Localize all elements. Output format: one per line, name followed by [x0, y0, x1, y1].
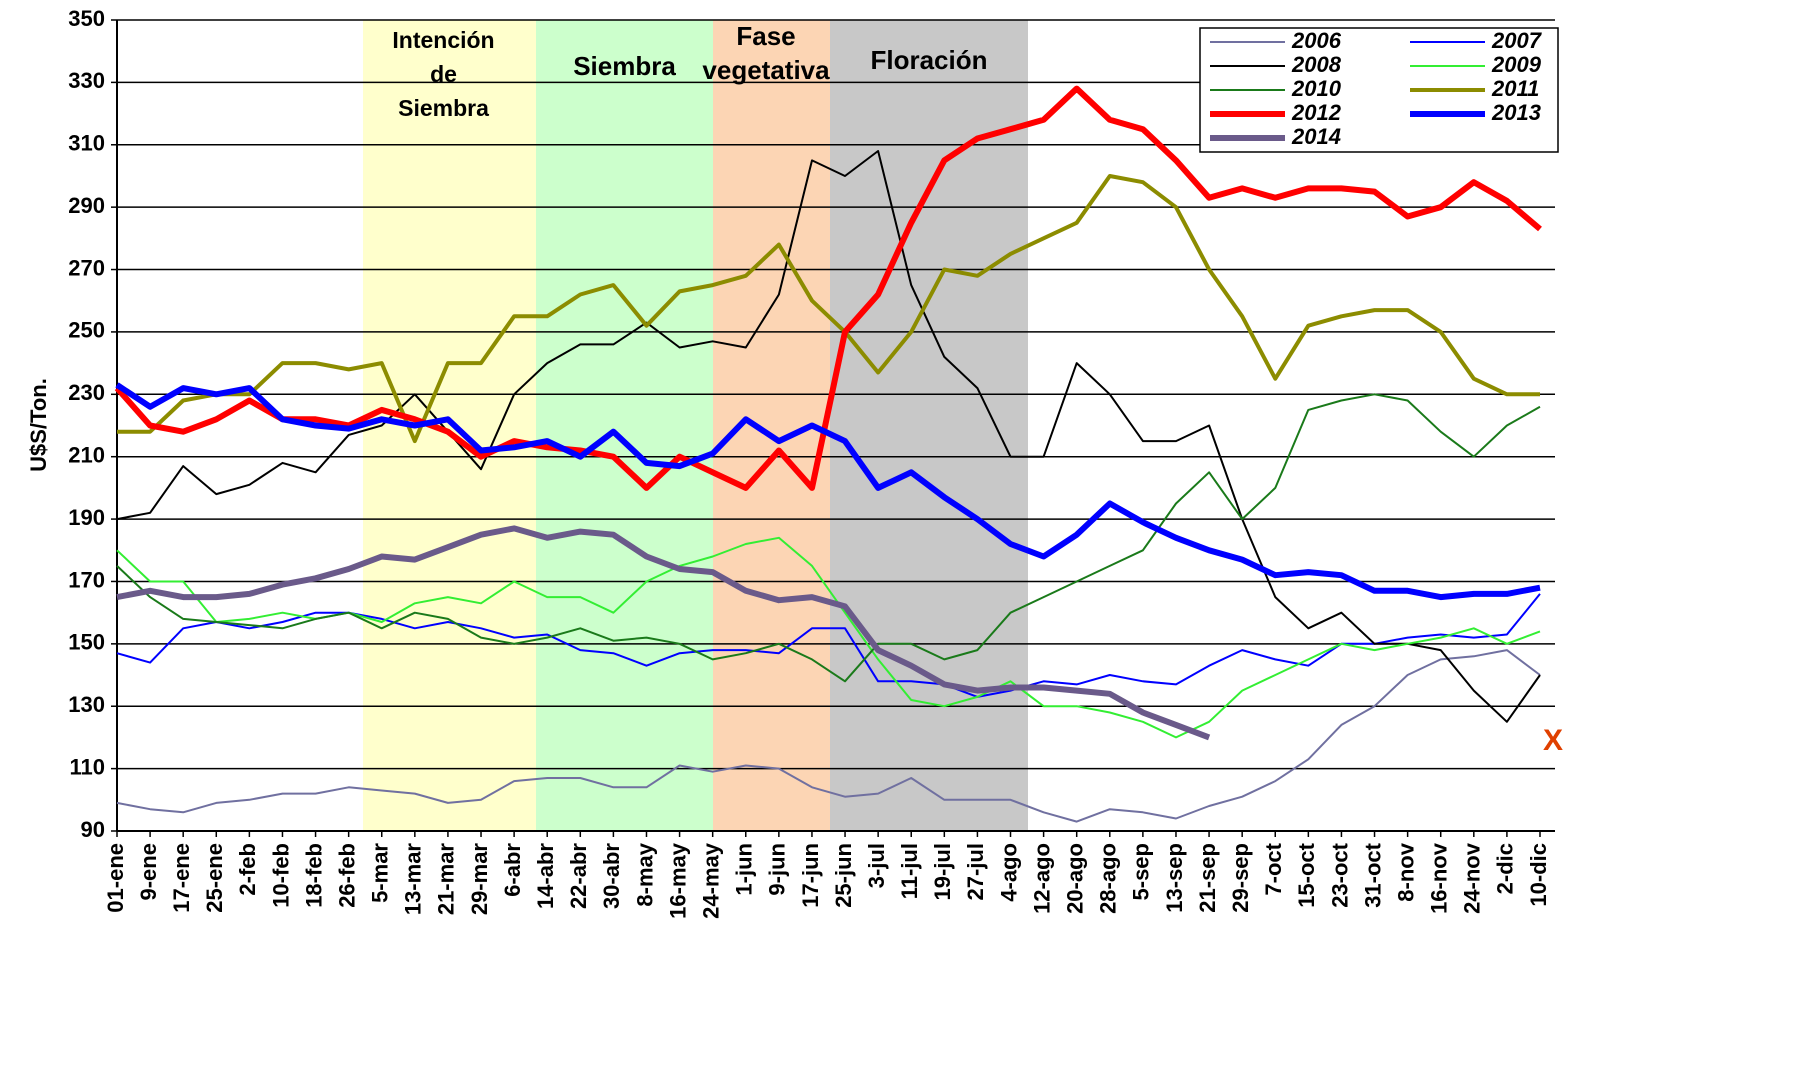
phase-label: Floración [870, 45, 987, 75]
x-tick-label: 4-ago [996, 843, 1021, 902]
legend-label: 2012 [1291, 100, 1342, 125]
y-tick-label: 330 [68, 68, 105, 93]
legend-label: 2011 [1491, 76, 1539, 101]
legend-label: 2009 [1491, 52, 1542, 77]
x-tick-label: 30-abr [599, 843, 624, 909]
phase-label: Siembra [573, 51, 676, 81]
legend-label: 2013 [1491, 100, 1541, 125]
x-tick-label: 9-ene [136, 843, 161, 900]
x-tick-label: 24-may [698, 842, 723, 919]
x-tick-label: 19-jul [930, 843, 955, 900]
y-tick-label: 110 [70, 754, 106, 779]
y-tick-label: 210 [68, 443, 105, 468]
y-tick-label: 90 [81, 817, 105, 842]
x-tick-label: 2-feb [235, 843, 260, 896]
phase-band [830, 20, 1028, 831]
y-tick-label: 170 [68, 567, 105, 592]
x-tick-label: 18-feb [301, 843, 326, 908]
x-tick-label: 17-jun [798, 843, 823, 908]
x-tick-label: 12-ago [1029, 843, 1054, 914]
legend-label: 2014 [1291, 124, 1341, 149]
series-line [116, 393, 1541, 683]
x-tick-label: 8-nov [1393, 842, 1418, 901]
legend-label: 2007 [1491, 28, 1543, 53]
x-tick-label: 01-ene [103, 843, 128, 913]
x-tick-label: 17-ene [169, 843, 194, 913]
y-tick-label: 150 [68, 630, 105, 655]
phase-label: Siembra [398, 95, 489, 121]
x-tick-label: 8-may [632, 842, 657, 906]
x-tick-label: 3-jul [864, 843, 889, 888]
x-tick-label: 9-jun [765, 843, 790, 896]
series-line [116, 150, 1541, 723]
x-tick-label: 11-jul [897, 843, 922, 899]
x-tick-label: 7-oct [1261, 842, 1286, 895]
y-tick-label: 290 [68, 193, 105, 218]
y-tick-label: 230 [68, 380, 105, 405]
y-tick-label: 310 [68, 131, 105, 156]
phase-label: Fase [736, 21, 795, 51]
x-tick-label: 28-ago [1096, 843, 1121, 914]
x-tick-label: 29-mar [467, 843, 492, 916]
x-tick-label: 10-feb [268, 843, 293, 908]
y-tick-label: 130 [68, 692, 105, 717]
series-line [116, 649, 1541, 823]
x-tick-label: 23-oct [1327, 842, 1352, 907]
x-tick-label: 13-sep [1162, 843, 1187, 913]
x-tick-label: 21-sep [1195, 843, 1220, 913]
phase-label: Intención [392, 27, 494, 53]
series-line [114, 85, 1542, 491]
y-tick-label: 250 [68, 318, 105, 343]
series-line [116, 525, 1211, 741]
x-tick-label: 2-dic [1493, 843, 1518, 894]
x-tick-label: 20-ago [1063, 843, 1088, 914]
x-tick-label: 29-sep [1228, 843, 1253, 913]
x-tick-label: 15-oct [1294, 842, 1319, 907]
x-tick-label: 27-jul [963, 843, 988, 900]
x-tick-label: 25-ene [202, 843, 227, 913]
x-tick-label: 26-feb [334, 843, 359, 908]
x-tick-label: 25-jun [831, 843, 856, 908]
phase-label: de [430, 61, 457, 87]
x-tick-label: 16-nov [1427, 842, 1452, 914]
x-tick-label: 22-abr [566, 843, 591, 909]
x-tick-label: 24-nov [1460, 842, 1485, 914]
legend-label: 2008 [1291, 52, 1342, 77]
phase-label: vegetativa [702, 55, 830, 85]
y-tick-label: 190 [68, 505, 105, 530]
series-line [115, 382, 1541, 601]
x-tick-label: 5-mar [368, 843, 393, 903]
y-tick-label: 350 [68, 6, 105, 31]
phase-band [536, 20, 713, 831]
series-line [117, 174, 1540, 444]
annotation: X [1543, 724, 1563, 757]
phase-band [363, 20, 536, 831]
x-tick-label: 1-jun [732, 843, 757, 896]
x-tick-label: 14-abr [533, 843, 558, 909]
x-tick-label: 16-may [665, 842, 690, 919]
x-tick-label: 13-mar [401, 843, 426, 916]
x-tick-label: 10-dic [1526, 843, 1551, 907]
y-axis-label: U$S/Ton. [26, 378, 51, 472]
y-tick-label: 270 [68, 255, 105, 280]
x-tick-label: 5-sep [1129, 843, 1154, 900]
legend-label: 2006 [1291, 28, 1342, 53]
x-tick-label: 21-mar [434, 843, 459, 916]
x-tick-label: 31-oct [1360, 842, 1385, 907]
legend-label: 2010 [1291, 76, 1342, 101]
x-tick-label: 6-abr [500, 843, 525, 897]
